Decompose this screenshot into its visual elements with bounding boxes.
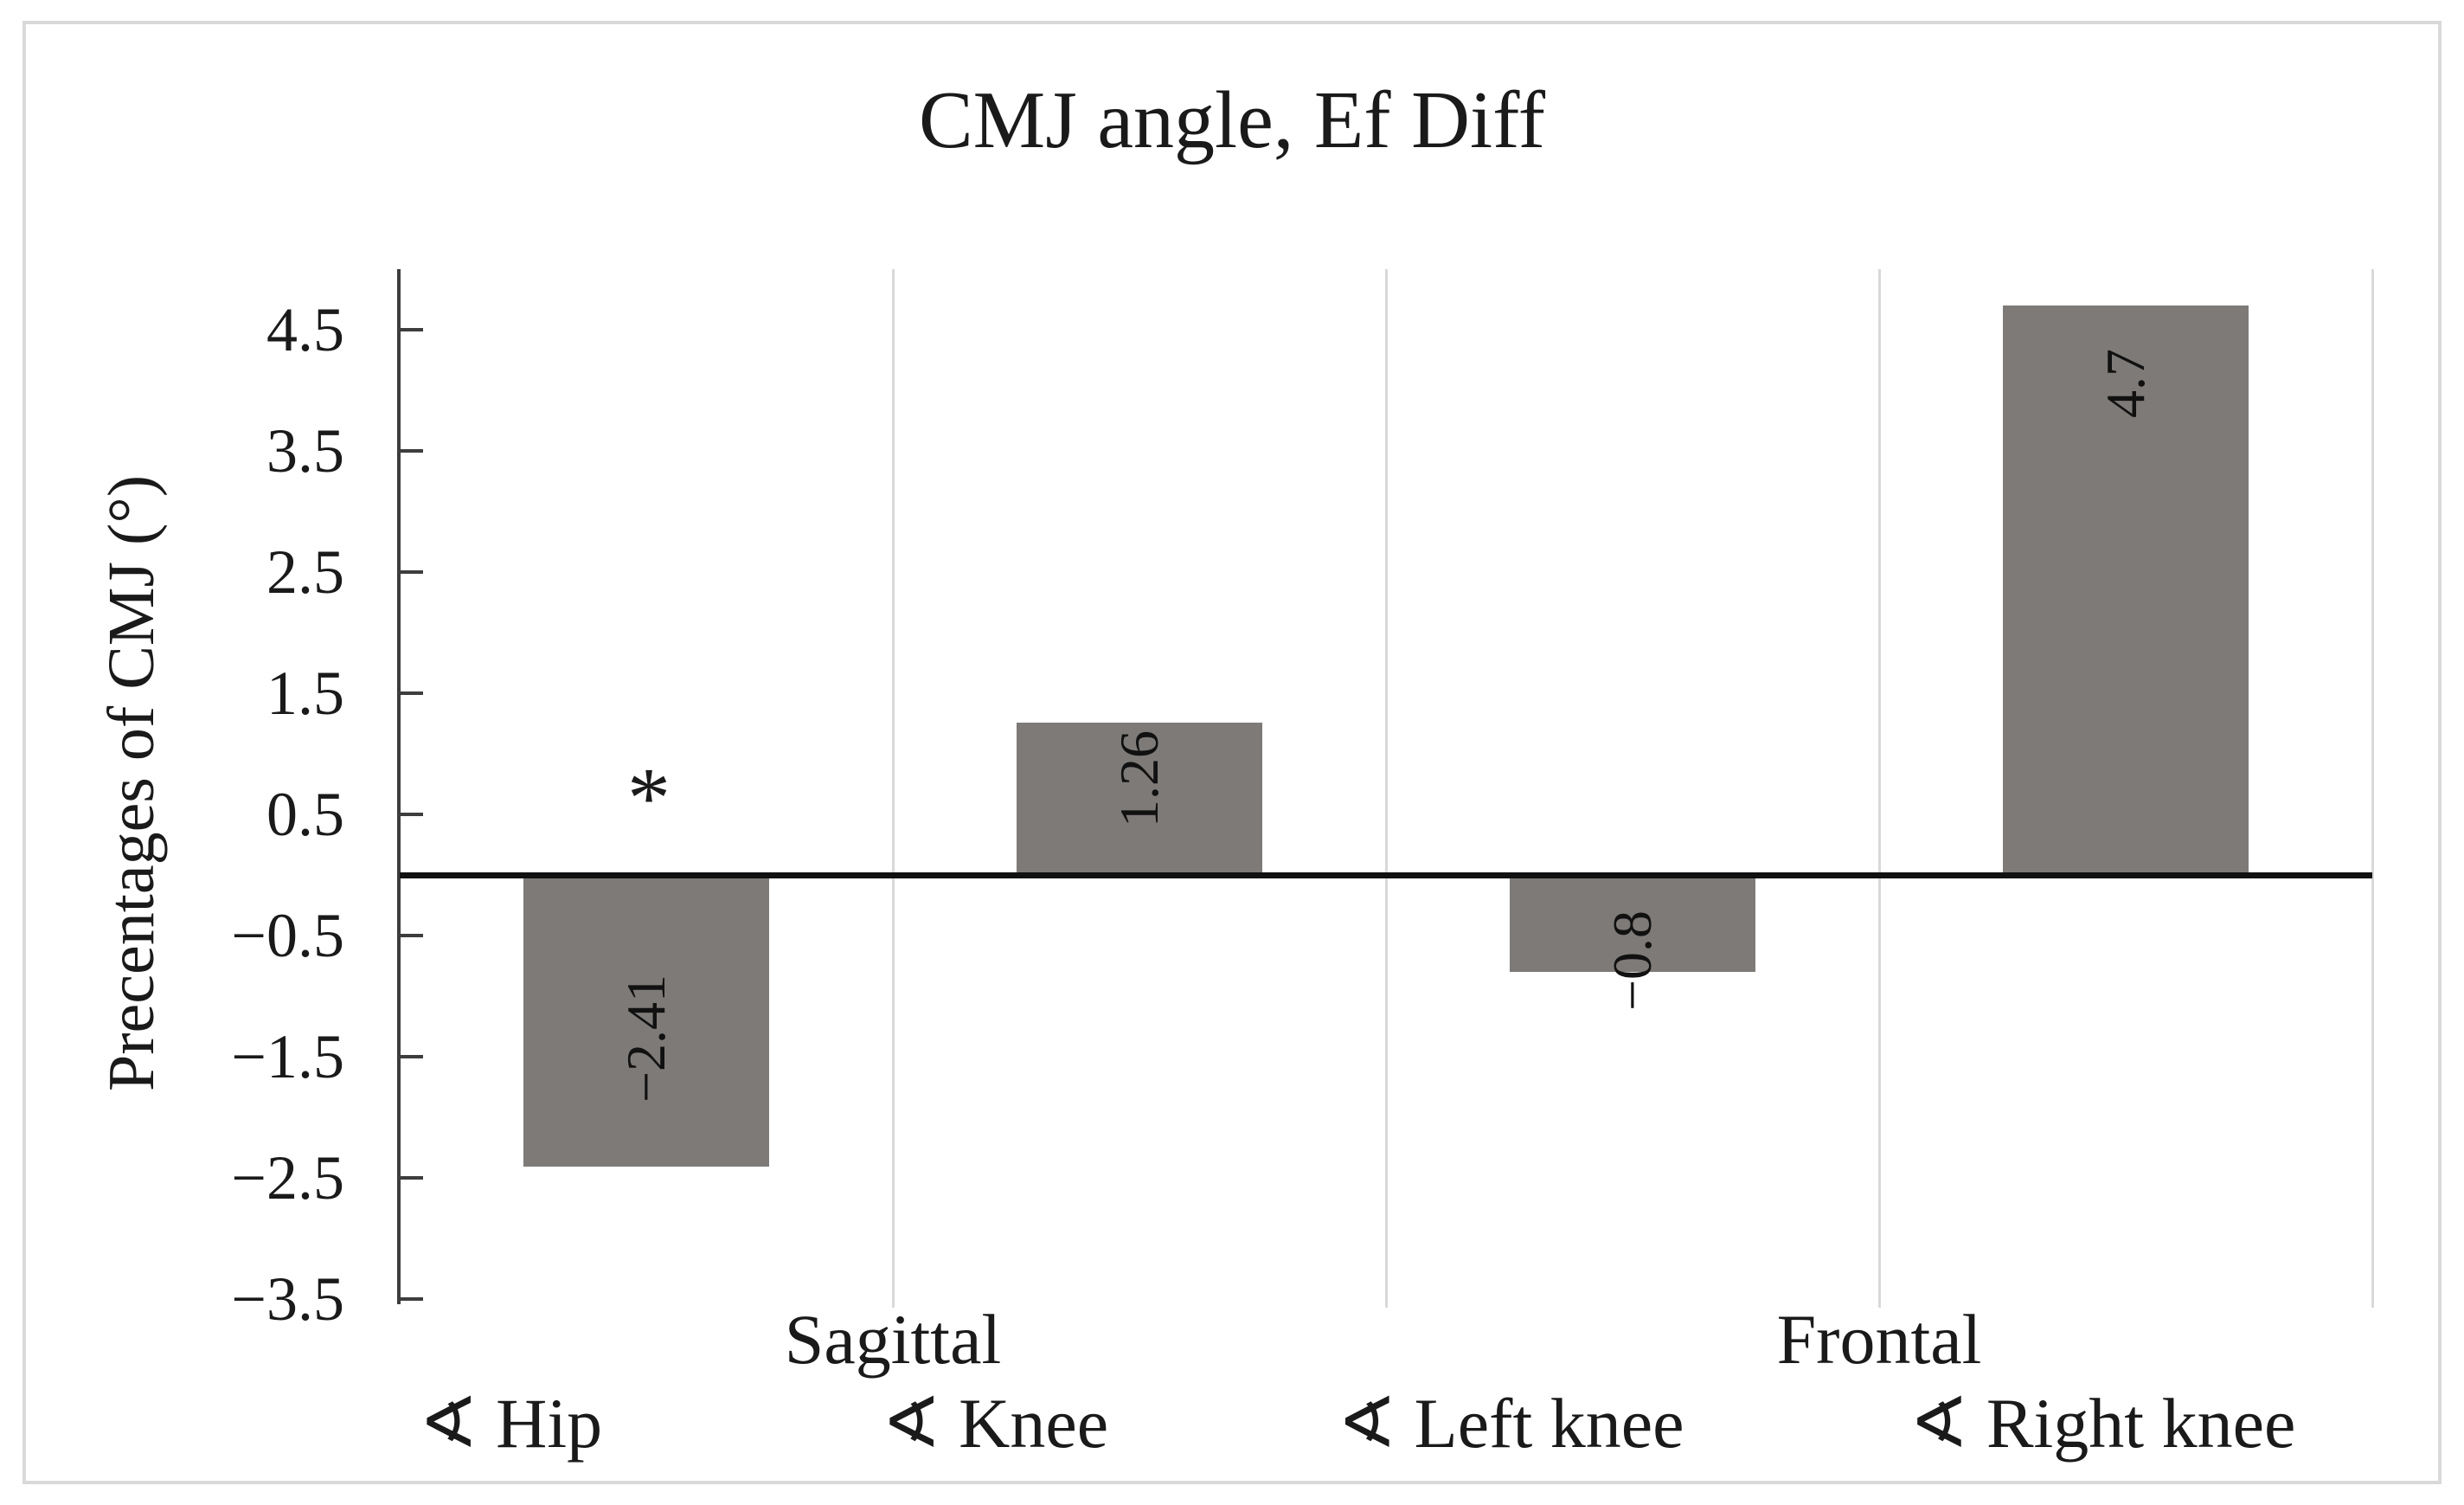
y-axis-tick — [400, 1176, 423, 1180]
category-gridline — [2371, 269, 2374, 1308]
y-axis-tick — [400, 449, 423, 453]
bar-value-label: 4.7 — [2095, 349, 2156, 418]
x-category-label-right-knee: ∢ Right knee — [1909, 1384, 2296, 1463]
y-axis-title: Precentages of CMJ (°) — [95, 474, 168, 1092]
zero-baseline — [400, 872, 2372, 878]
x-category-label-hip: ∢ Hip — [418, 1384, 603, 1463]
y-axis-tick-label: 3.5 — [266, 416, 344, 486]
bar-4 — [2003, 306, 2249, 875]
y-axis-tick — [400, 934, 423, 937]
bar-1 — [523, 875, 769, 1167]
y-axis-tick — [400, 691, 423, 695]
y-axis-line — [397, 269, 401, 1304]
category-gridline — [1878, 269, 1881, 1308]
bar-3 — [1510, 875, 1755, 972]
y-axis-tick — [400, 570, 423, 574]
x-group-label-frontal: Frontal — [1776, 1300, 1982, 1379]
bar-value-label: −0.8 — [1601, 910, 1663, 1012]
y-axis-tick-label: 2.5 — [266, 537, 344, 607]
y-axis-tick-label: −1.5 — [231, 1022, 344, 1091]
y-axis-tick-label: −0.5 — [231, 901, 344, 970]
category-gridline — [892, 269, 895, 1308]
x-category-label-knee: ∢ Knee — [881, 1384, 1109, 1463]
y-axis-tick — [400, 328, 423, 331]
y-axis-tick — [400, 813, 423, 816]
x-category-label-left-knee: ∢ Left knee — [1337, 1384, 1684, 1463]
bar-value-label: 1.26 — [1108, 730, 1170, 827]
category-gridline — [1385, 269, 1388, 1308]
y-axis-tick — [400, 1297, 423, 1301]
significance-asterisk: * — [627, 749, 671, 846]
y-axis-tick — [400, 1055, 423, 1058]
y-axis-tick-label: 1.5 — [266, 659, 344, 728]
y-axis-tick-label: −2.5 — [231, 1143, 344, 1212]
y-axis-tick-label: 0.5 — [266, 780, 344, 849]
y-axis-tick-label: 4.5 — [266, 295, 344, 364]
chart-title: CMJ angle, Ef Diff — [918, 75, 1546, 165]
x-group-label-sagittal: Sagittal — [784, 1300, 1002, 1379]
bar-2 — [1017, 722, 1262, 875]
bar-value-label: −2.41 — [615, 974, 677, 1103]
y-axis-tick-label: −3.5 — [231, 1264, 344, 1334]
